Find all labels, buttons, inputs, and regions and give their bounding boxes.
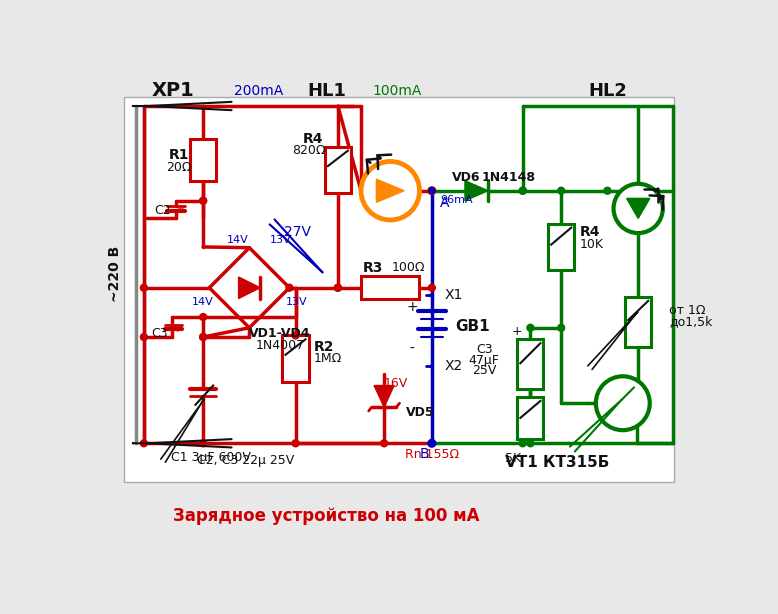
Text: 200mA: 200mA <box>234 84 283 98</box>
Circle shape <box>558 187 565 194</box>
Circle shape <box>286 284 293 291</box>
Text: R2: R2 <box>314 340 334 354</box>
Text: 27V: 27V <box>284 225 310 239</box>
Text: от 1Ω: от 1Ω <box>669 305 706 317</box>
Text: R4: R4 <box>303 132 324 146</box>
Circle shape <box>428 187 436 195</box>
Circle shape <box>604 187 611 194</box>
Text: 20Ω: 20Ω <box>166 161 191 174</box>
Bar <box>625 297 651 347</box>
Circle shape <box>429 284 436 291</box>
Text: 1MΩ: 1MΩ <box>314 352 342 365</box>
Text: XP1: XP1 <box>152 81 194 100</box>
Circle shape <box>380 440 387 447</box>
Text: VT1 КТ315Б: VT1 КТ315Б <box>505 455 609 470</box>
Bar <box>190 139 216 182</box>
Text: -: - <box>409 343 414 356</box>
Text: C3: C3 <box>152 327 168 340</box>
Circle shape <box>200 197 207 204</box>
Text: до1,5k: до1,5k <box>669 315 713 328</box>
Text: 820Ω: 820Ω <box>292 144 325 157</box>
Bar <box>324 147 351 193</box>
Bar <box>517 340 544 389</box>
Circle shape <box>519 187 526 194</box>
Text: VD5: VD5 <box>405 406 434 419</box>
Circle shape <box>519 440 526 447</box>
Circle shape <box>596 376 650 430</box>
Text: 47μF: 47μF <box>469 354 499 367</box>
Circle shape <box>527 324 534 331</box>
Circle shape <box>558 324 565 331</box>
Bar <box>517 397 544 440</box>
Text: R4: R4 <box>580 225 600 238</box>
Circle shape <box>200 333 207 341</box>
Bar <box>282 335 309 382</box>
Bar <box>548 224 574 270</box>
Text: 10K: 10K <box>580 238 604 251</box>
Text: C2: C2 <box>155 204 171 217</box>
Text: X2: X2 <box>444 359 462 373</box>
Polygon shape <box>465 181 488 201</box>
Circle shape <box>292 332 299 339</box>
Text: 14V: 14V <box>192 297 214 306</box>
Text: 96mA: 96mA <box>440 195 473 205</box>
Text: VD1-VD4: VD1-VD4 <box>250 327 311 340</box>
Text: X1: X1 <box>444 289 463 303</box>
Text: 1N4007: 1N4007 <box>256 339 305 352</box>
Text: 1N4148: 1N4148 <box>482 171 536 184</box>
Text: 13V: 13V <box>286 297 308 306</box>
Text: C1 3μF 600V: C1 3μF 600V <box>171 451 251 464</box>
Polygon shape <box>374 386 394 407</box>
Circle shape <box>140 284 147 291</box>
Text: R1: R1 <box>168 147 189 161</box>
Text: +: + <box>406 300 418 314</box>
Text: VD6: VD6 <box>451 171 480 184</box>
Bar <box>361 276 419 299</box>
Circle shape <box>614 184 663 233</box>
Circle shape <box>140 333 147 341</box>
Circle shape <box>527 440 534 447</box>
Circle shape <box>200 440 207 447</box>
Text: A: A <box>440 196 450 210</box>
Circle shape <box>335 284 342 291</box>
Text: 16V: 16V <box>384 377 408 390</box>
Text: 14V: 14V <box>227 235 249 245</box>
Circle shape <box>200 333 207 341</box>
Polygon shape <box>239 277 260 298</box>
Text: HL2: HL2 <box>588 82 627 99</box>
Circle shape <box>428 440 436 447</box>
Circle shape <box>200 314 207 321</box>
Circle shape <box>361 161 419 220</box>
Text: Зарядное устройство на 100 мА: Зарядное устройство на 100 мА <box>173 507 479 524</box>
Circle shape <box>429 188 435 194</box>
Circle shape <box>335 284 342 291</box>
Text: 25V: 25V <box>472 364 496 378</box>
Text: GB1: GB1 <box>455 319 489 334</box>
Text: *: * <box>177 206 184 221</box>
Text: 100Ω: 100Ω <box>392 261 426 274</box>
Text: 13V: 13V <box>269 235 291 245</box>
Text: C3: C3 <box>476 343 492 356</box>
Text: C2, C3 22μ 25V: C2, C3 22μ 25V <box>197 454 294 467</box>
Circle shape <box>430 365 433 368</box>
Circle shape <box>292 440 299 447</box>
Bar <box>124 97 674 482</box>
Circle shape <box>430 294 433 297</box>
Text: R3: R3 <box>363 261 383 274</box>
Text: 100mA: 100mA <box>373 84 422 98</box>
Circle shape <box>519 187 526 194</box>
Text: B: B <box>419 447 429 461</box>
Text: ~220 В: ~220 В <box>107 246 121 302</box>
Polygon shape <box>626 198 650 219</box>
Text: 5K: 5K <box>506 452 521 465</box>
Polygon shape <box>377 179 404 202</box>
Text: +: + <box>512 325 523 338</box>
Circle shape <box>140 440 147 447</box>
Text: Rn 155Ω: Rn 155Ω <box>405 448 459 460</box>
Text: HL1: HL1 <box>307 82 345 99</box>
Circle shape <box>200 197 207 204</box>
Text: *: * <box>173 325 180 340</box>
